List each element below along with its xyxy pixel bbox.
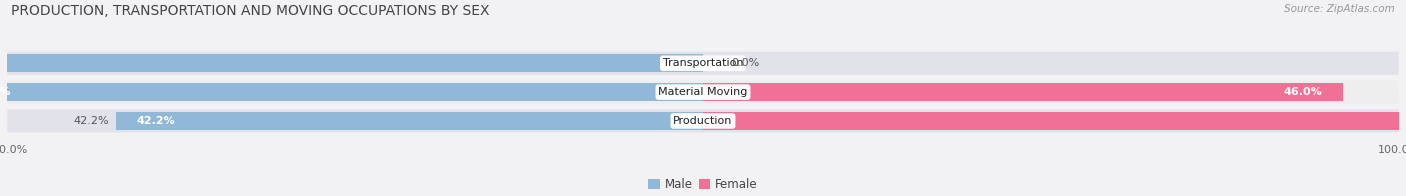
Text: 54.0%: 54.0%: [0, 87, 11, 97]
Bar: [0, 54, 703, 72]
FancyBboxPatch shape: [7, 109, 1399, 132]
Bar: [703, 112, 1406, 130]
Legend: Male, Female: Male, Female: [644, 173, 762, 196]
Text: Transportation: Transportation: [662, 58, 744, 68]
Text: Source: ZipAtlas.com: Source: ZipAtlas.com: [1284, 4, 1395, 14]
Text: Material Moving: Material Moving: [658, 87, 748, 97]
Text: PRODUCTION, TRANSPORTATION AND MOVING OCCUPATIONS BY SEX: PRODUCTION, TRANSPORTATION AND MOVING OC…: [11, 4, 489, 18]
Text: 42.2%: 42.2%: [136, 116, 176, 126]
Bar: [0, 83, 703, 101]
Text: 46.0%: 46.0%: [1284, 87, 1323, 97]
Bar: [703, 83, 1343, 101]
Text: 42.2%: 42.2%: [73, 116, 108, 126]
Text: 0.0%: 0.0%: [731, 58, 759, 68]
FancyBboxPatch shape: [7, 52, 1399, 75]
Text: Production: Production: [673, 116, 733, 126]
Bar: [115, 112, 703, 130]
FancyBboxPatch shape: [7, 81, 1399, 104]
